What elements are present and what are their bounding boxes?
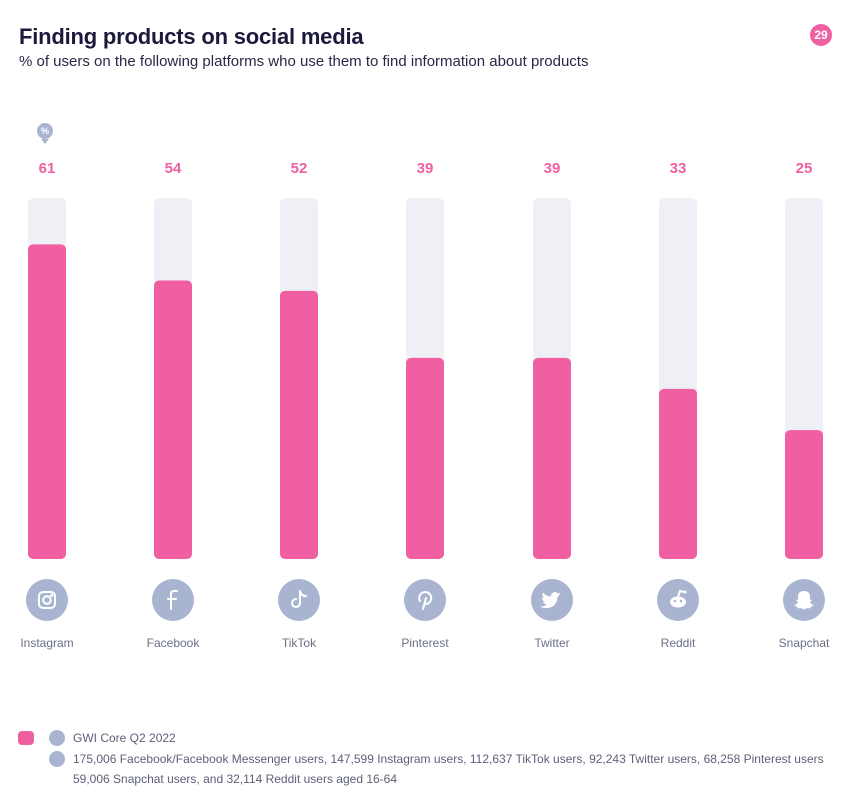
- users-icon: [49, 751, 65, 767]
- instagram-icon-glyph: [38, 591, 56, 609]
- page-number-badge: 29: [810, 24, 832, 46]
- unit-badge-pointer: [41, 139, 49, 144]
- category-label-tiktok: TikTok: [282, 636, 317, 650]
- pinterest-icon-glyph: [418, 591, 433, 610]
- bar-twitter: [533, 357, 571, 559]
- source-icon: [49, 730, 65, 746]
- bar-chart: 61 Instagram 54 Facebook 52 TikTok 39 Pinterest…: [20, 160, 830, 650]
- category-label-pinterest: Pinterest: [401, 636, 449, 650]
- category-label-twitter: Twitter: [534, 636, 569, 650]
- value-label-reddit: 33: [670, 160, 687, 177]
- category-label-reddit: Reddit: [661, 636, 696, 650]
- bar-tiktok: [280, 290, 318, 559]
- value-label-twitter: 39: [544, 160, 561, 177]
- bar-reddit: [659, 388, 697, 559]
- chart-type-icon: [18, 731, 34, 745]
- base-text-line1: 175,006 Facebook/Facebook Messenger user…: [73, 752, 824, 766]
- value-label-pinterest: 39: [417, 160, 434, 177]
- chart-subtitle: % of users on the following platforms wh…: [19, 53, 589, 70]
- instagram-icon: [26, 579, 68, 621]
- twitter-icon-glyph: [540, 592, 561, 609]
- tiktok-icon-glyph: [291, 590, 307, 608]
- value-label-tiktok: 52: [291, 160, 308, 177]
- value-label-facebook: 54: [165, 160, 182, 177]
- chart-title: Finding products on social media: [19, 24, 364, 49]
- value-label-instagram: 61: [39, 160, 56, 177]
- bar-pinterest: [406, 357, 444, 559]
- value-label-snapchat: 25: [796, 160, 813, 177]
- category-label-facebook: Facebook: [147, 636, 201, 650]
- category-label-instagram: Instagram: [20, 636, 73, 650]
- percent-unit-badge: %: [37, 123, 53, 139]
- snapchat-icon-glyph: [794, 591, 814, 610]
- base-text-line2: 59,006 Snapchat users, and 32,114 Reddit…: [73, 772, 398, 786]
- bar-facebook: [154, 280, 192, 559]
- bar-snapchat: [785, 430, 823, 559]
- category-label-snapchat: Snapchat: [779, 636, 830, 650]
- source-text: GWI Core Q2 2022: [73, 731, 176, 745]
- bar-instagram: [28, 244, 66, 559]
- reddit-icon-glyph: [670, 589, 687, 608]
- facebook-icon-glyph: [167, 590, 178, 610]
